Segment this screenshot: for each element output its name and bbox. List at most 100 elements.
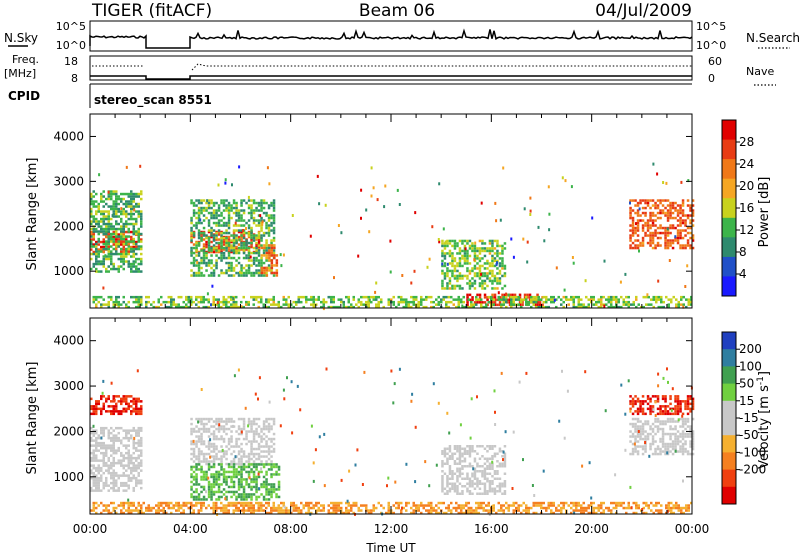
vel-colorbar-swatch bbox=[722, 332, 736, 350]
velocity-x-ticks bbox=[89, 318, 693, 514]
power-region-1 bbox=[90, 190, 143, 273]
vel-colorbar-swatch bbox=[722, 418, 736, 436]
power-region-3 bbox=[190, 199, 276, 277]
nsearch-tick-bottom: 10^0 bbox=[696, 39, 726, 52]
power-colorbar-swatch bbox=[722, 276, 736, 297]
power-ytick-label: 1000 bbox=[53, 264, 84, 278]
power-ylabel: Slant Range [km] bbox=[25, 158, 40, 271]
vel-ytick-label: 1000 bbox=[53, 470, 84, 484]
power-colorbar-tick: 28 bbox=[739, 135, 754, 149]
radar-title: TIGER (fitACF) bbox=[91, 1, 212, 21]
vel-region-0 bbox=[90, 395, 143, 416]
power-colorbar-label: Power [dB] bbox=[757, 177, 772, 248]
velocity-heatmap bbox=[90, 367, 695, 516]
vel-colorbar-swatch bbox=[722, 435, 736, 453]
vel-colorbar-swatch bbox=[722, 400, 736, 419]
vel-colorbar-tick: -100 bbox=[739, 445, 766, 459]
vel-colorbar-swatch bbox=[722, 366, 736, 385]
nsearch-tick-top: 10^5 bbox=[696, 20, 726, 33]
vel-colorbar-tick: 15 bbox=[739, 394, 754, 408]
time-tick-label: 16:00 bbox=[474, 522, 509, 536]
power-colorbar-swatch bbox=[722, 256, 736, 277]
nave-tick-bottom: 0 bbox=[708, 72, 715, 85]
date-title: 04/Jul/2009 bbox=[595, 1, 692, 21]
power-ytick-label: 4000 bbox=[53, 129, 84, 143]
vel-ytick-label: 4000 bbox=[53, 334, 84, 348]
power-region-8 bbox=[92, 295, 693, 309]
nsky-tick-top: 10^5 bbox=[56, 20, 86, 33]
power-x-ticks bbox=[89, 114, 693, 308]
freq-unit: [MHz] bbox=[4, 67, 36, 80]
power-region-4 bbox=[260, 244, 279, 277]
power-colorbar-tick: 8 bbox=[739, 245, 747, 259]
velocity-axes-frame bbox=[89, 317, 693, 515]
nsearch-label: N.Search bbox=[746, 31, 800, 45]
vel-colorbar-swatch bbox=[722, 349, 736, 367]
power-region-7 bbox=[629, 199, 695, 250]
power-colorbar-swatch bbox=[722, 120, 736, 141]
nsky-series bbox=[89, 28, 693, 49]
power-ytick-label: 2000 bbox=[53, 219, 84, 233]
freq-label: Freq. bbox=[12, 53, 39, 66]
velocity-colorbar: 200 100 50 15 -15 -50 -100 -200 bbox=[721, 331, 766, 505]
cpid-value: stereo_scan 8551 bbox=[94, 93, 212, 108]
nsky-strip: N.Sky 10^5 10^0 10^5 10^0 N.Search bbox=[4, 20, 800, 52]
power-heatmap bbox=[90, 162, 695, 311]
vel-colorbar-tick: -200 bbox=[739, 463, 766, 477]
vel-region-2 bbox=[190, 417, 276, 466]
time-tick-label: 00:00 bbox=[73, 522, 108, 536]
time-axis-labels: 00:00 04:00 08:00 12:00 16:00 20:00 00:00 bbox=[73, 522, 710, 536]
power-axes-frame bbox=[89, 113, 693, 309]
power-colorbar: 4 8 12 16 20 24 28 bbox=[721, 119, 754, 297]
time-tick-label: 00:00 bbox=[675, 522, 710, 536]
vel-colorbar-tick: -15 bbox=[739, 411, 759, 425]
freq-tick-bottom: 8 bbox=[71, 72, 78, 85]
power-ytick-label: 3000 bbox=[53, 174, 84, 188]
nsky-tick-bottom: 10^0 bbox=[56, 39, 86, 52]
velocity-y-ticks: 1000 2000 3000 4000 bbox=[53, 334, 692, 484]
power-colorbar-tick: 4 bbox=[739, 267, 747, 281]
vel-colorbar-swatch bbox=[722, 383, 736, 402]
cpid-strip: CPID stereo_scan 8551 bbox=[8, 83, 692, 108]
nsky-label: N.Sky bbox=[4, 31, 38, 45]
vel-region-6 bbox=[629, 395, 695, 416]
time-tick-label: 20:00 bbox=[574, 522, 609, 536]
nave-series-b bbox=[191, 63, 692, 71]
freq-series bbox=[90, 75, 692, 80]
freq-tick-top: 18 bbox=[64, 55, 78, 68]
power-y-ticks: 1000 2000 3000 4000 bbox=[53, 129, 692, 278]
power-colorbar-swatch bbox=[722, 178, 736, 199]
vel-region-1 bbox=[90, 426, 143, 492]
vel-colorbar-tick: 200 bbox=[739, 342, 762, 356]
power-panel: 1000 2000 3000 4000 Slant Range [km] 4 8 12 16… bbox=[25, 113, 772, 311]
vel-region-3 bbox=[190, 463, 281, 501]
power-region-5 bbox=[441, 239, 507, 290]
velocity-panel: 1000 2000 3000 4000 Slant Range [km] 200 100… bbox=[25, 317, 772, 516]
velocity-colorbar-label: Velocity [m s-1] bbox=[756, 371, 772, 469]
power-colorbar-swatch bbox=[722, 159, 736, 180]
power-colorbar-swatch bbox=[722, 198, 736, 219]
vel-ytick-label: 3000 bbox=[53, 379, 84, 393]
power-colorbar-tick: 20 bbox=[739, 179, 754, 193]
power-colorbar-tick: 24 bbox=[739, 157, 754, 171]
vel-colorbar-tick: 100 bbox=[739, 359, 762, 373]
vel-colorbar-tick: 50 bbox=[739, 377, 754, 391]
time-tick-label: 04:00 bbox=[173, 522, 208, 536]
power-colorbar-swatch bbox=[722, 139, 736, 160]
power-colorbar-tick: 12 bbox=[739, 223, 754, 237]
power-colorbar-swatch bbox=[722, 217, 736, 238]
velocity-ylabel: Slant Range [km] bbox=[25, 362, 40, 475]
beam-title: Beam 06 bbox=[359, 1, 435, 21]
freq-strip: Freq. [MHz] 18 8 60 0 Nave bbox=[4, 53, 776, 86]
vel-colorbar-swatch bbox=[722, 469, 736, 488]
vel-region-7 bbox=[629, 417, 695, 456]
time-tick-label: 12:00 bbox=[374, 522, 409, 536]
vel-colorbar-tick: -50 bbox=[739, 428, 759, 442]
time-axis-title: Time UT bbox=[365, 541, 416, 554]
nave-tick-top: 60 bbox=[708, 55, 722, 68]
vel-colorbar-swatch bbox=[722, 486, 736, 505]
power-colorbar-tick: 16 bbox=[739, 201, 754, 215]
vel-colorbar-swatch bbox=[722, 452, 736, 471]
vel-region-4 bbox=[441, 445, 507, 495]
